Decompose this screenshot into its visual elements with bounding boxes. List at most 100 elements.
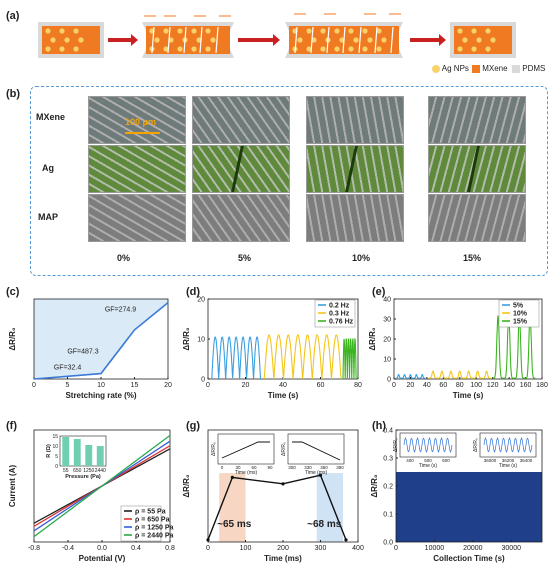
schematic-film [38,22,104,58]
chart-e-y-tick-label: 30 [383,317,391,324]
ag-nanoparticle [485,28,491,34]
chart-d-legend-entry: 0.2 Hz [329,303,350,310]
h-inset-x-tick: 36200 [502,458,515,463]
panel-label-f: (f) [6,420,17,432]
chart-d-legend-entry: 0.3 Hz [329,311,350,318]
ag-nanoparticle [362,46,368,52]
chart-d-x-tick-label: 40 [279,382,287,389]
f-legend-entry: ρ = 2440 Pa [135,533,173,540]
chart-e-y-tick-label: 10 [383,357,391,364]
ag-nanoparticle [191,46,197,52]
chart-d-y-tick-label: 0 [201,377,205,384]
crack-line [215,26,219,54]
crack-line [374,26,378,54]
g-inset-x-tick: 390 [336,465,344,470]
ag-nanoparticle [154,37,160,43]
f-x-tick-label: 0.0 [97,545,107,552]
mxene-swatch [472,64,480,73]
f-legend-entry: ρ = 1250 Pa [135,525,173,532]
row-label-ag: Ag [42,163,54,173]
chart-frequency: 0 20 40 60 80 0 10 20 0.2 Hz0.3 Hz0.76 Hz Time (s… [182,297,362,401]
chart-d-y-axis-label: ΔR/R₀ [182,327,191,351]
col-label-5: 5% [238,253,252,263]
micrograph-ag-2 [306,145,404,193]
h-x-tick-label: 0 [394,545,398,552]
g-rise-region [219,473,246,542]
ag-nanoparticle [381,37,387,43]
h-y-axis-label: ΔR/R₀ [370,474,379,498]
pdms-swatch [512,64,520,73]
c-y-axis-label: ΔR/R₀ [8,327,17,351]
f-legend-entry: ρ = 650 Pa [135,517,170,524]
ag-nanoparticle [177,28,183,34]
chart-d-x-tick-label: 60 [317,382,325,389]
g-fall-annotation: ~68 ms [307,519,342,530]
f-inset-bar [62,437,70,466]
ag-nanoparticle [163,28,169,34]
g-x-tick-label: 100 [240,545,252,552]
micrograph-ag-1 [192,145,290,193]
f-inset-bar [96,446,104,466]
f-inset-x-tick: 650 [73,468,82,474]
ag-nanoparticle [334,28,340,34]
ag-nanoparticle [297,37,303,43]
c-x-tick-label: 10 [97,382,105,389]
h-x-tick-label: 20000 [463,545,483,552]
legend-pdms: PDMS [512,64,545,73]
crack-line [151,26,155,54]
chart-d-x-axis-label: Time (s) [268,391,299,400]
c-x-tick-label: 15 [131,382,139,389]
ag-nanoparticle [334,46,340,52]
chart-e-y-tick-label: 20 [383,337,391,344]
c-shaded-region [34,299,168,379]
ag-nanoparticle [73,28,79,34]
h-inset-y-label: ΔR/R₀ [473,438,479,452]
f-inset-x-label: Pressure (Pa) [65,474,101,480]
h-y-tick-label: 0.1 [383,512,393,519]
panel-label-b: (b) [6,88,21,100]
f-inset-y-tick: 5 [55,454,58,460]
legend-label-ag: Ag NPs [441,64,469,73]
chart-d-y-tick-label: 10 [197,337,205,344]
chart-e-legend-entry: 10% [513,311,528,318]
chart-iv-curves: -0.8 -0.4 0.0 0.4 0.8ρ = 55 Paρ = 650 Paρ = … [8,429,175,563]
ag-nanoparticle [348,28,354,34]
f-inset-x-tick: 2440 [95,468,106,474]
f-x-tick-label: 0.8 [165,545,175,552]
col-label-15: 15% [463,253,482,263]
g-inset-x-tick: 330 [304,465,312,470]
g-y-axis-label: ΔR/R₀ [182,474,191,498]
stretch-schematic [38,13,516,58]
chart-d-x-tick-label: 0 [206,382,210,389]
ag-nanoparticle [457,46,463,52]
h-y-tick-label: 0.2 [383,484,393,491]
chart-e-x-tick-label: 20 [407,382,415,389]
g-inset-y-label: ΔR/R₀ [281,442,287,456]
process-arrow-head [131,34,138,46]
chart-e-legend-entry: 5% [513,303,524,310]
crack-line [342,26,346,54]
g-data-point [230,475,234,479]
ag-nanoparticle [320,46,326,52]
g-data-point [281,482,285,486]
chart-e-y-axis-label: ΔR/R₀ [368,327,377,351]
panel-label-c: (c) [6,286,20,298]
f-y-axis-label: Current (A) [8,465,17,508]
crack-line [390,26,394,54]
g-inset-x-label: Time (ms) [305,470,328,476]
micrograph-mxene-3 [428,96,526,144]
chart-d-series-line [342,337,357,380]
g-x-axis-label: Time (ms) [264,554,302,563]
g-inset-y-label: ΔR/R₀ [211,442,217,456]
g-x-tick-label: 0 [206,545,210,552]
chart-e-x-tick-label: 140 [503,382,515,389]
chart-e-x-tick-label: 180 [536,382,548,389]
g-x-tick-label: 200 [277,545,289,552]
chart-d-x-tick-label: 80 [354,382,362,389]
h-inset-x-tick: 36000 [484,458,497,463]
h-y-tick-label: 0.4 [383,428,393,435]
chart-durability: 0 10000 20000 30000 0.0 0.1 0.2 0.3 0.4 400 500 600… [370,428,543,563]
ag-nanoparticle [45,46,51,52]
chart-strain: 0 20 40 60 80 100 120 140 160 180 0 10 20 30 40 5%10%15… [368,297,548,401]
crack-line [167,26,171,54]
